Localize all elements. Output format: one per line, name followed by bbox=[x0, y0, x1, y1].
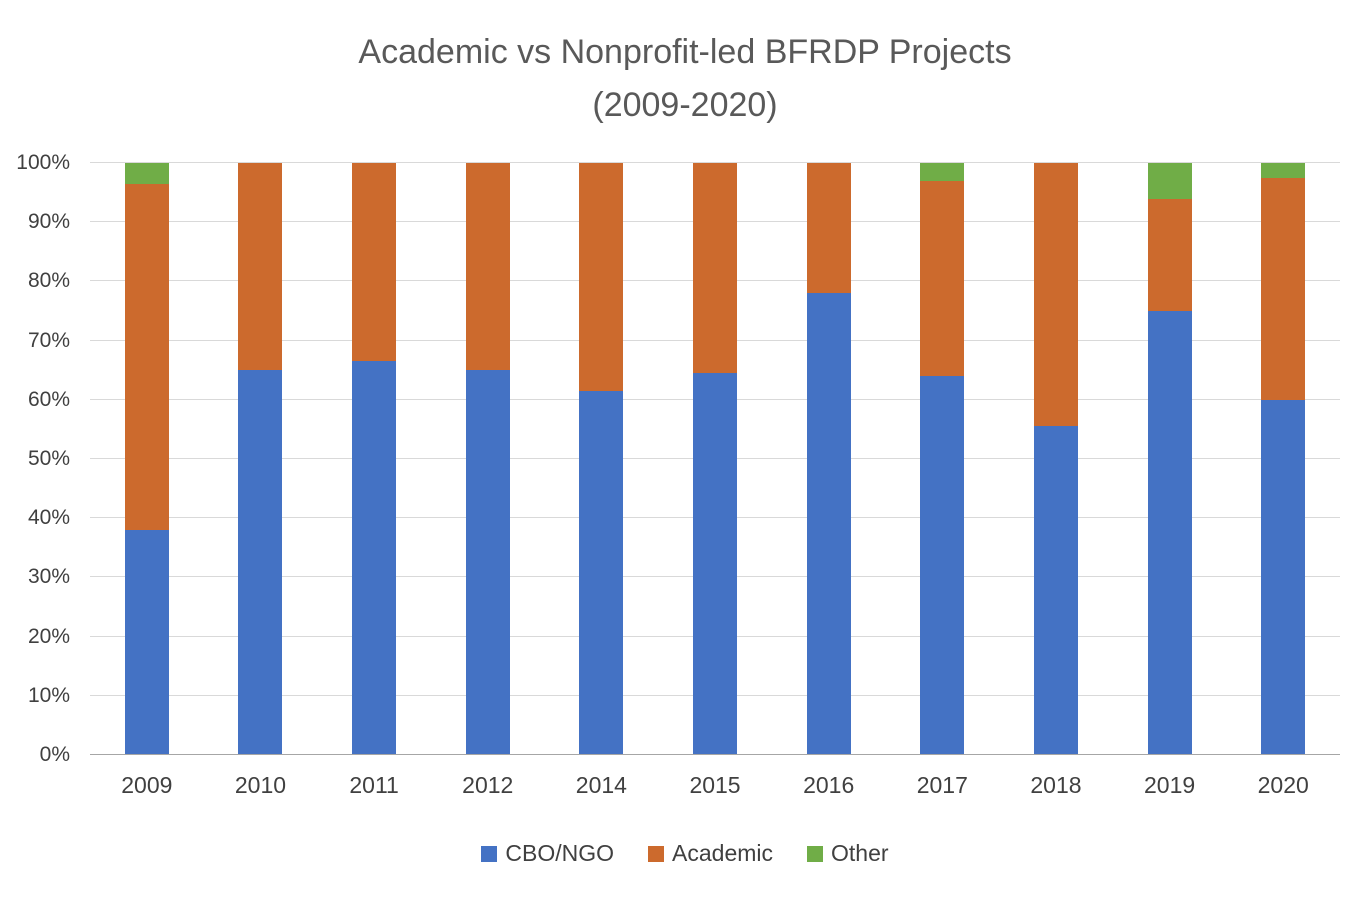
y-tick-label: 60% bbox=[27, 387, 70, 411]
bar-segment-academic bbox=[352, 163, 397, 362]
bar-slot bbox=[431, 163, 545, 755]
y-tick-label: 80% bbox=[27, 269, 70, 293]
y-tick-label: 30% bbox=[27, 565, 70, 589]
bar-segment-academic bbox=[465, 163, 510, 371]
stacked-bar-2016 bbox=[806, 163, 851, 755]
bar-slot bbox=[545, 163, 659, 755]
stacked-bar-2009 bbox=[124, 163, 169, 755]
y-tick-label: 40% bbox=[27, 506, 70, 530]
legend-swatch-icon bbox=[481, 845, 498, 862]
bar-segment-cbo-ngo bbox=[1261, 399, 1306, 755]
y-tick-label: 10% bbox=[27, 683, 70, 707]
bar-segment-cbo-ngo bbox=[352, 361, 397, 755]
legend-item-academic: Academic bbox=[648, 840, 773, 867]
x-tick-label: 2015 bbox=[689, 772, 741, 798]
bar-segment-academic bbox=[920, 180, 965, 377]
legend-item-other: Other bbox=[807, 840, 889, 867]
legend-item-cbo-ngo: CBO/NGO bbox=[481, 840, 614, 867]
legend: CBO/NGO Academic Other bbox=[0, 840, 1370, 867]
y-tick-label: 50% bbox=[27, 447, 70, 470]
chart-title-line1: Academic vs Nonprofit-led BFRDP Projects bbox=[358, 33, 1012, 71]
stacked-bar-2020 bbox=[1261, 163, 1306, 755]
bar-segment-academic bbox=[1033, 163, 1078, 427]
x-tick-label: 2019 bbox=[1144, 772, 1196, 798]
x-tick-label: 2017 bbox=[916, 772, 968, 798]
bar-segment-cbo-ngo bbox=[124, 530, 169, 755]
bar-slot bbox=[772, 163, 886, 755]
bar-segment-academic bbox=[1261, 177, 1306, 400]
bar-segment-cbo-ngo bbox=[579, 390, 624, 755]
x-tick-label: 2018 bbox=[1030, 772, 1082, 798]
legend-label: CBO/NGO bbox=[505, 840, 615, 866]
legend-label: Academic bbox=[672, 840, 774, 866]
bar-slot bbox=[317, 163, 431, 755]
chart-title: Academic vs Nonprofit-led BFRDP Projects… bbox=[0, 26, 1370, 131]
gridline bbox=[90, 162, 1340, 163]
bar-segment-academic bbox=[1147, 198, 1192, 311]
y-tick-label: 0% bbox=[39, 743, 70, 766]
bars bbox=[90, 163, 1340, 755]
bar-slot bbox=[1113, 163, 1227, 755]
bar-slot bbox=[658, 163, 772, 755]
x-tick-label: 2020 bbox=[1257, 772, 1309, 798]
bar-segment-other bbox=[920, 163, 965, 181]
bar-slot bbox=[204, 163, 318, 755]
x-tick-label: 2010 bbox=[234, 772, 287, 798]
y-tick-label: 70% bbox=[27, 328, 70, 352]
bar-segment-cbo-ngo bbox=[1033, 426, 1078, 755]
bar-segment-cbo-ngo bbox=[806, 293, 851, 755]
chart-title-line2: (2009-2020) bbox=[592, 85, 778, 124]
x-tick-label: 2012 bbox=[462, 772, 514, 798]
y-axis-labels: 0% 10% 20% 30% 40% 50% 60% 70% 80% 90% 100% bbox=[0, 151, 84, 766]
bar-segment-academic bbox=[579, 163, 624, 391]
stacked-bar-2018 bbox=[1033, 163, 1078, 755]
stacked-bar-2015 bbox=[693, 163, 738, 755]
bar-segment-academic bbox=[806, 163, 851, 294]
bar-segment-other bbox=[1261, 163, 1306, 178]
bar-segment-academic bbox=[238, 163, 283, 371]
x-tick-label: 2009 bbox=[121, 772, 173, 798]
bar-segment-cbo-ngo bbox=[1147, 311, 1192, 755]
stacked-bar-2011 bbox=[352, 163, 397, 755]
bar-segment-cbo-ngo bbox=[238, 370, 283, 755]
legend-swatch-icon bbox=[807, 845, 824, 862]
x-axis-baseline bbox=[90, 754, 1340, 755]
bar-slot bbox=[1226, 163, 1340, 755]
stacked-bar-2014 bbox=[579, 163, 624, 755]
bar-slot bbox=[999, 163, 1113, 755]
y-tick-label: 90% bbox=[27, 210, 70, 234]
bar-segment-cbo-ngo bbox=[465, 370, 510, 755]
bar-segment-other bbox=[124, 163, 169, 184]
bar-segment-cbo-ngo bbox=[920, 376, 965, 755]
legend-swatch-icon bbox=[648, 845, 665, 862]
plot-area bbox=[90, 162, 1340, 755]
x-tick-label: 2016 bbox=[803, 772, 855, 798]
x-tick-label: 2014 bbox=[575, 772, 627, 798]
bar-segment-other bbox=[1147, 163, 1192, 199]
bar-slot bbox=[90, 163, 204, 755]
legend-label: Other bbox=[831, 840, 889, 866]
bar-segment-academic bbox=[693, 163, 738, 374]
stacked-bar-2012 bbox=[465, 163, 510, 755]
bar-segment-academic bbox=[124, 183, 169, 531]
y-tick-label: 100% bbox=[16, 151, 70, 174]
y-tick-label: 20% bbox=[27, 624, 70, 648]
stacked-bar-2017 bbox=[920, 163, 965, 755]
stacked-bar-2019 bbox=[1147, 163, 1192, 755]
bar-slot bbox=[885, 163, 999, 755]
x-axis-labels: 2009 2010 2011 2012 2014 2015 2016 2017 2018 2019… bbox=[90, 772, 1340, 799]
stacked-bar-2010 bbox=[238, 163, 283, 755]
bar-segment-cbo-ngo bbox=[693, 373, 738, 755]
x-tick-label: 2011 bbox=[349, 772, 399, 798]
